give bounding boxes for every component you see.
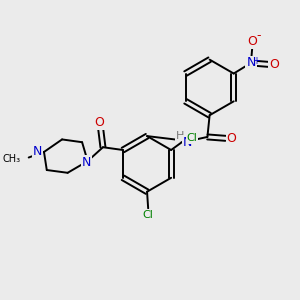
Text: H: H	[176, 130, 184, 140]
Text: N: N	[33, 146, 43, 158]
Text: CH₃: CH₃	[2, 154, 20, 164]
Text: -: -	[256, 29, 261, 42]
Text: N: N	[82, 156, 91, 169]
Text: O: O	[94, 116, 104, 129]
Text: O: O	[269, 58, 279, 71]
Text: Cl: Cl	[143, 209, 154, 220]
Text: N: N	[246, 56, 256, 70]
Text: Cl: Cl	[187, 133, 198, 143]
Text: O: O	[248, 35, 257, 48]
Text: N: N	[183, 136, 193, 149]
Text: O: O	[227, 132, 236, 145]
Text: +: +	[252, 56, 260, 66]
